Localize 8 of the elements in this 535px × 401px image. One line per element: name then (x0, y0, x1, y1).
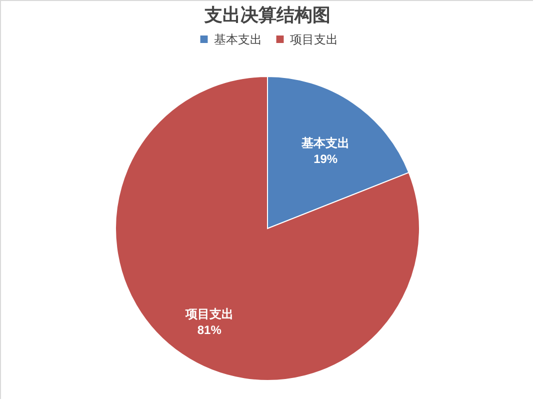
legend-label: 项目支出 (290, 32, 338, 46)
slice-label: 基本支出 (300, 136, 350, 150)
legend-label: 基本支出 (214, 32, 262, 46)
chart-title: 支出决算结构图 (204, 5, 330, 25)
data-label: 81% (197, 322, 222, 337)
pie-slice (115, 76, 420, 381)
slice-label: 项目支出 (184, 306, 234, 321)
data-label: 19% (314, 152, 338, 166)
